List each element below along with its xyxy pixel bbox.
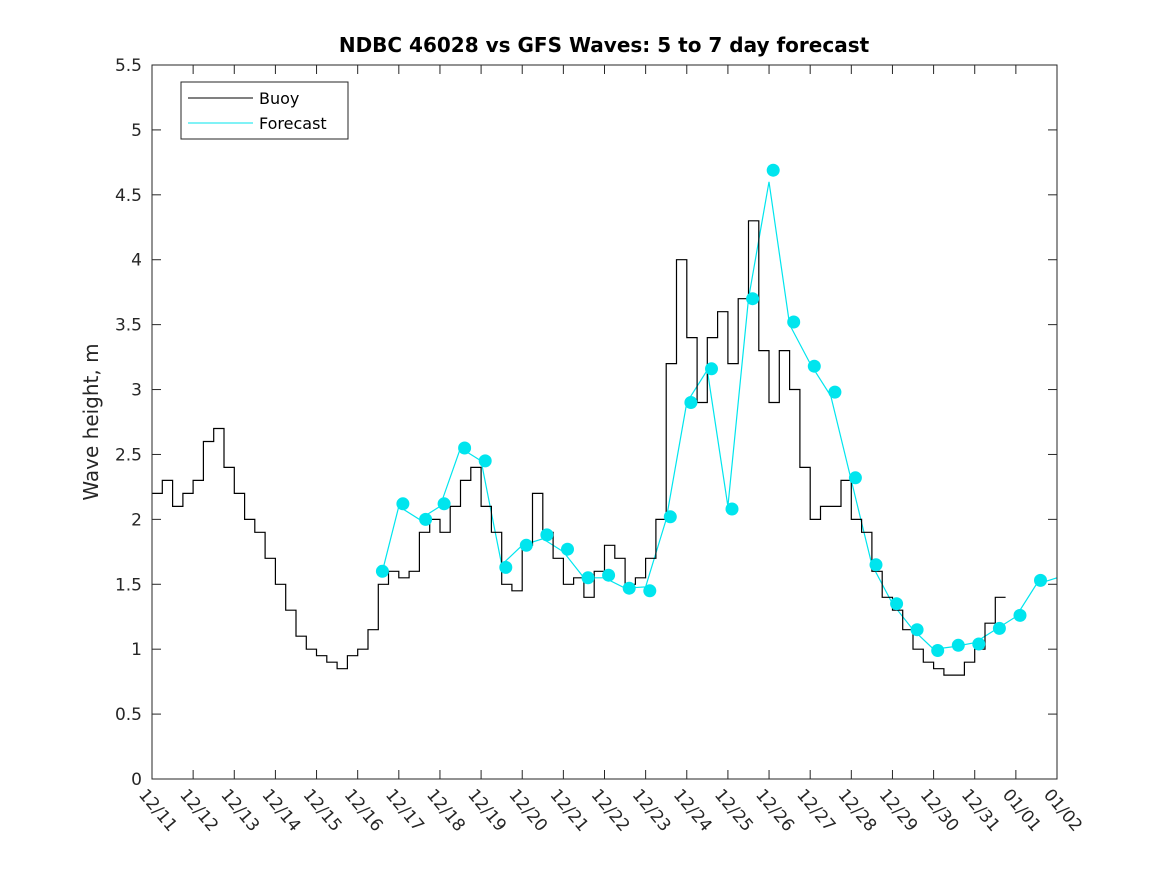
forecast-marker xyxy=(869,558,883,572)
y-tick-label: 5.5 xyxy=(115,56,142,76)
forecast-marker xyxy=(602,568,616,582)
buoy-series xyxy=(152,220,1006,676)
forecast-marker xyxy=(951,638,965,652)
forecast-marker xyxy=(725,502,739,516)
y-tick-label: 2.5 xyxy=(115,445,142,465)
y-axis-label: Wave height, m xyxy=(79,343,103,500)
forecast-marker xyxy=(848,471,862,485)
forecast-marker xyxy=(419,512,433,526)
forecast-marker xyxy=(663,510,677,524)
y-tick-label: 3 xyxy=(131,381,142,401)
forecast-marker xyxy=(581,571,595,585)
plot-area xyxy=(152,65,1057,779)
forecast-marker xyxy=(622,581,636,595)
chart-title: NDBC 46028 vs GFS Waves: 5 to 7 day fore… xyxy=(339,33,870,57)
forecast-marker-group xyxy=(375,163,1047,657)
forecast-marker xyxy=(746,292,760,306)
forecast-marker xyxy=(437,497,451,511)
forecast-marker xyxy=(807,359,821,373)
forecast-marker xyxy=(972,637,986,651)
forecast-marker xyxy=(787,315,801,329)
y-tick-label: 4 xyxy=(131,251,142,271)
y-tick-label: 3.5 xyxy=(115,316,142,336)
y-tick-label: 5 xyxy=(131,121,142,141)
y-tick-label: 4.5 xyxy=(115,186,142,206)
buoy-line xyxy=(152,220,1006,676)
forecast-marker xyxy=(890,597,904,611)
forecast-marker xyxy=(828,385,842,399)
legend-forecast-label: Forecast xyxy=(259,114,327,133)
forecast-marker xyxy=(766,163,780,177)
y-axis: 0 0.5 1 1.5 2 2.5 3 3.5 4 4.5 5 5.5 xyxy=(115,56,1057,790)
forecast-marker xyxy=(396,497,410,511)
forecast-marker xyxy=(561,542,574,556)
forecast-marker xyxy=(1034,573,1047,587)
y-tick-label: 2 xyxy=(131,510,142,530)
forecast-marker xyxy=(375,564,389,578)
forecast-marker xyxy=(540,528,554,542)
forecast-marker xyxy=(705,362,718,376)
y-tick-label: 1.5 xyxy=(115,575,142,595)
forecast-marker xyxy=(992,621,1006,635)
forecast-marker xyxy=(499,560,513,574)
forecast-marker xyxy=(684,396,698,409)
legend: Buoy Forecast xyxy=(180,81,349,140)
y-tick-label: 0.5 xyxy=(115,705,142,725)
forecast-marker xyxy=(519,538,533,552)
forecast-marker xyxy=(643,584,657,598)
forecast-marker xyxy=(458,441,472,455)
forecast-marker xyxy=(931,644,945,657)
y-tick-label: 0 xyxy=(131,770,142,790)
forecast-marker xyxy=(478,454,492,468)
y-tick-label: 1 xyxy=(131,640,142,660)
forecast-marker xyxy=(910,623,924,637)
legend-buoy-label: Buoy xyxy=(259,89,299,108)
legend-box xyxy=(180,81,349,140)
forecast-marker xyxy=(1013,608,1027,622)
